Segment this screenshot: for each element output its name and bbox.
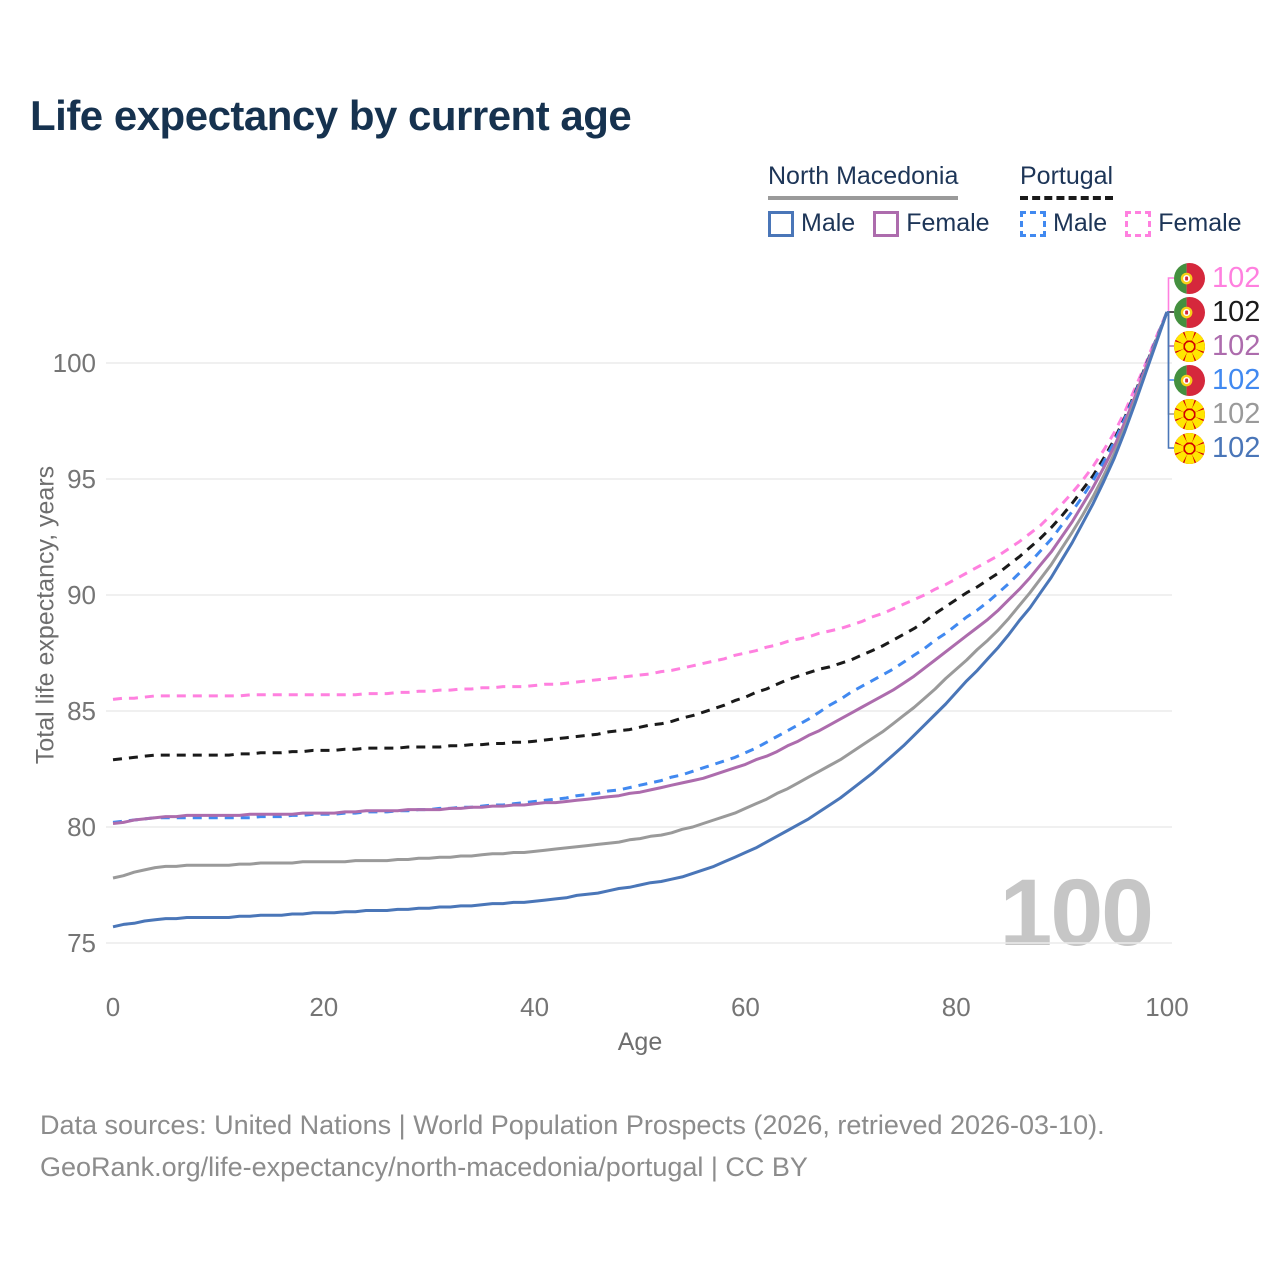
end-label-leader-line [1167, 277, 1174, 313]
footer-data-sources: Data sources: United Nations | World Pop… [40, 1110, 1105, 1140]
end-label-leader-line [1167, 311, 1174, 449]
legend-header-north-macedonia[interactable]: North Macedonia [768, 162, 959, 200]
y-tick-label: 90 [67, 580, 96, 610]
x-axis-title: Age [617, 1028, 663, 1056]
y-axis-title: Total life expectancy, years [31, 465, 60, 765]
nm-female-swatch-icon [873, 210, 900, 237]
pt-female-swatch-icon [1125, 210, 1152, 237]
legend-item-label: Female [906, 209, 990, 237]
pt-male-swatch-icon [1020, 210, 1046, 237]
y-tick-label: 85 [67, 696, 96, 726]
x-tick-label: 0 [106, 992, 120, 1022]
x-tick-label: 80 [942, 992, 971, 1022]
footer-attribution: GeoRank.org/life-expectancy/north-macedo… [40, 1152, 808, 1182]
series-line-north-macedonia-male [112, 311, 1169, 929]
y-tick-label: 75 [67, 928, 96, 958]
x-tick-label: 60 [731, 992, 760, 1022]
y-tick-label: 95 [67, 464, 96, 494]
series-line-portugal-female [112, 311, 1169, 701]
series-line-north-macedonia-female [112, 311, 1169, 825]
page-title: Life expectancy by current age [30, 92, 632, 139]
legend-item-nm-male[interactable]: Male [768, 209, 855, 238]
age-counter-watermark: 100 [999, 860, 1154, 966]
series-line-north-macedonia-both-sexes [112, 311, 1169, 880]
legend-item-label: Male [801, 209, 856, 237]
legend-item-pt-female[interactable]: Female [1125, 209, 1242, 238]
legend-item-label: Female [1158, 209, 1242, 237]
series-line-portugal-both-sexes [112, 311, 1169, 762]
legend-group-portugal: Portugal Male Female [1020, 162, 1242, 238]
legend-item-nm-female[interactable]: Female [873, 209, 990, 238]
series-line-portugal-male [112, 311, 1169, 824]
y-tick-label: 100 [53, 348, 96, 378]
footer: Data sources: United Nations | World Pop… [40, 1104, 1105, 1188]
x-tick-label: 20 [309, 992, 338, 1022]
legend-group-north-macedonia: North Macedonia Male Female [768, 162, 990, 238]
legend-item-label: Male [1053, 209, 1108, 237]
x-tick-label: 40 [520, 992, 549, 1022]
nm-male-swatch-icon [768, 210, 794, 237]
y-tick-label: 80 [67, 812, 96, 842]
legend-header-portugal[interactable]: Portugal [1020, 162, 1114, 200]
legend-item-pt-male[interactable]: Male [1020, 209, 1107, 238]
x-tick-label: 100 [1145, 992, 1188, 1022]
